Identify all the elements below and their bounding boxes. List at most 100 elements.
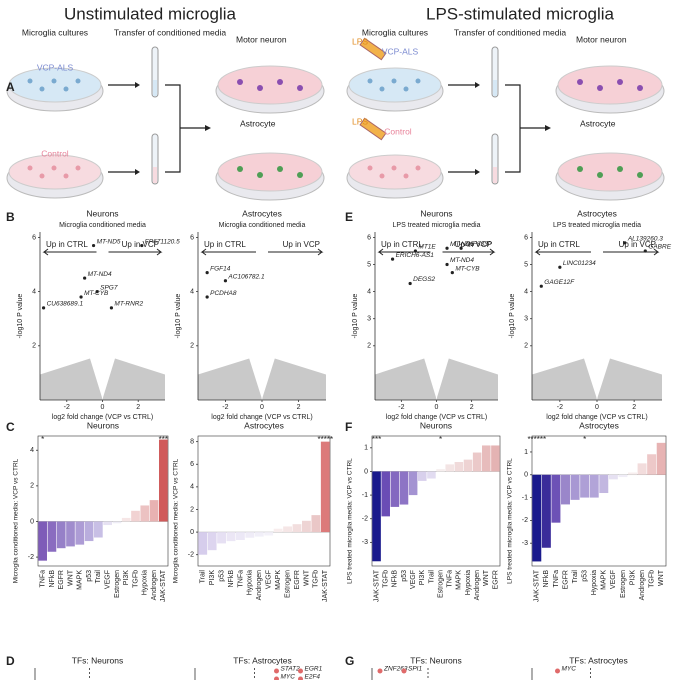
bar (570, 474, 580, 500)
bar (372, 471, 381, 562)
bar (94, 521, 103, 538)
y-tick-label: -2 (28, 554, 34, 561)
bar (159, 439, 168, 522)
point-label: DEGS2 (413, 276, 435, 283)
point (459, 246, 463, 250)
y-tick-label: 6 (524, 234, 528, 241)
y-tick-label: -2 (362, 516, 368, 523)
cell (367, 78, 373, 84)
panel-letter: G (345, 654, 354, 668)
y-tick-label: -2 (188, 552, 194, 559)
cell (403, 86, 409, 92)
tube-fill (153, 167, 157, 183)
cell (27, 78, 33, 84)
bar (551, 474, 561, 523)
tf-label: MYC (281, 674, 296, 680)
bar (217, 532, 226, 544)
x-tick-label: VEGF (610, 570, 617, 589)
annotation: Up in CTRL (538, 240, 580, 249)
x-tick-label: VEGF (104, 570, 111, 589)
annotation: Up in VCP (283, 240, 320, 249)
significance: ****** (527, 435, 546, 444)
point (450, 271, 454, 275)
x-tick-label: Androgen (639, 570, 646, 600)
cell (415, 165, 421, 171)
chart-subtitle: LPS treated microglia media (393, 222, 481, 229)
cell (237, 79, 243, 85)
bar (482, 445, 491, 472)
cell (367, 165, 373, 171)
x-tick-label: Androgen (151, 570, 158, 600)
bar (472, 452, 482, 472)
bracket (165, 84, 205, 173)
tf-point (377, 668, 383, 674)
point-cloud (532, 358, 662, 400)
bar (656, 442, 666, 475)
point-cloud (40, 358, 165, 400)
cell (75, 165, 81, 171)
point (109, 306, 114, 310)
y-axis-title: -log10 P value (352, 294, 359, 339)
x-tick-label: Androgen (256, 570, 263, 600)
point-label: GAGE12F (544, 279, 575, 286)
tf-title: TFs: Astrocytes (569, 655, 628, 665)
x-tick-label: MAPK (601, 570, 608, 590)
dish-medium (348, 67, 442, 103)
cell (257, 85, 263, 91)
x-tick-label: TNFa (39, 570, 46, 588)
bar (245, 532, 255, 538)
x-tick-label: 2 (297, 404, 301, 411)
y-tick-label: 0 (190, 529, 194, 536)
x-tick-label: Estrogen (620, 570, 627, 598)
x-tick-label: PI3K (123, 570, 130, 586)
tf-title: TFs: Neurons (410, 655, 462, 665)
panel-letter: E (345, 210, 353, 224)
bar (589, 474, 599, 498)
x-tick-label: Hypoxia (591, 570, 598, 595)
panel-letter: A (6, 80, 15, 94)
label: LPS (352, 36, 368, 46)
y-tick-label: -3 (522, 540, 528, 547)
x-tick-label: MAPK (456, 570, 463, 590)
bar (491, 445, 500, 472)
tf-label: E2F4 (305, 674, 321, 680)
y-tick-label: 1 (364, 445, 368, 452)
plot-frame (371, 435, 501, 567)
cell (39, 86, 45, 92)
dish-medium (8, 67, 102, 103)
y-tick-label: -1 (522, 494, 528, 501)
point-label: SPG7 (100, 284, 118, 291)
chart-subtitle: Microglia conditioned media (219, 222, 306, 229)
tube-fill (153, 80, 157, 96)
bracket (505, 84, 545, 173)
bar (121, 517, 131, 522)
chart-title: Astrocytes (244, 420, 284, 430)
x-tick-label: PI3K (629, 570, 636, 586)
point (413, 249, 418, 253)
x-tick-label: Trail (200, 570, 207, 584)
point-label: MT-ND5 (450, 241, 474, 248)
y-tick-label: 3 (524, 316, 528, 323)
bar (541, 474, 551, 548)
bar (66, 521, 75, 547)
panel-letter: D (6, 654, 15, 668)
bar (236, 532, 245, 540)
x-tick-label: JAK-STAT (534, 569, 541, 602)
chart-title: Neurons (420, 208, 452, 218)
label: Astrocyte (580, 118, 616, 128)
x-tick-label: JAK-STAT (160, 569, 167, 602)
bar (292, 524, 302, 533)
label: Transfer of conditioned media (114, 27, 226, 37)
x-tick-label: Trail (572, 570, 579, 584)
y-axis-title: -log10 P value (175, 294, 182, 339)
annotation-arrow (268, 248, 324, 256)
point (643, 249, 647, 253)
tf-label: SPI1 (408, 666, 422, 673)
tf-label: MYC (562, 666, 577, 673)
bar (311, 515, 321, 533)
point (79, 295, 83, 299)
y-tick-label: 0 (364, 468, 368, 475)
y-tick-label: 1 (524, 449, 528, 456)
chart-title: Astrocytes (579, 420, 619, 430)
